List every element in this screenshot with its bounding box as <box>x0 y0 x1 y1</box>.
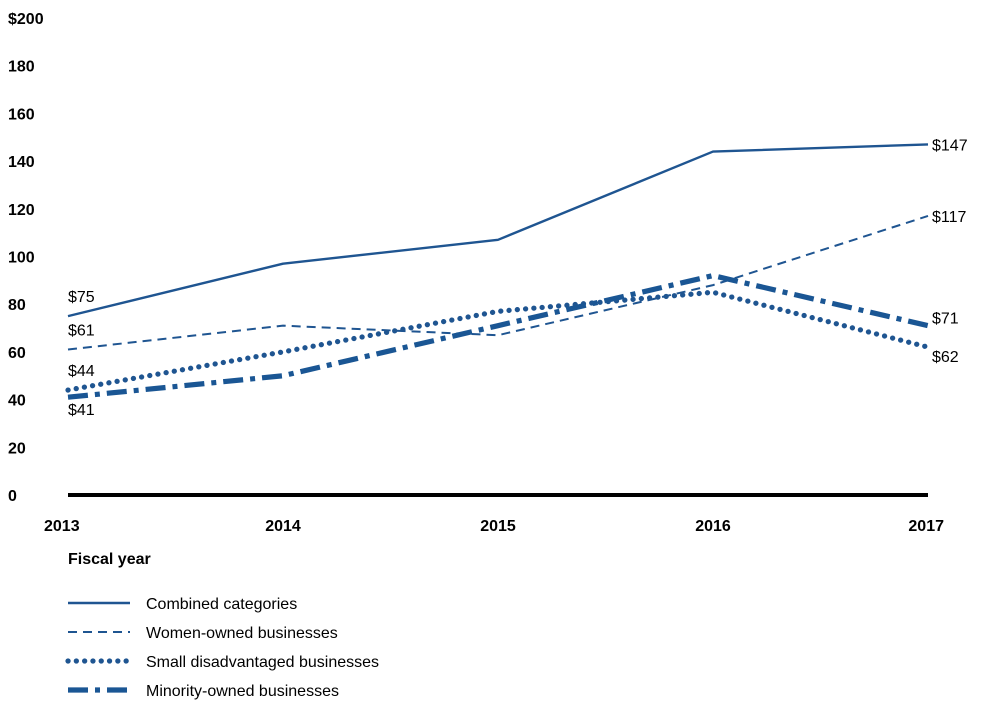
start-value-label: $44 <box>68 363 95 380</box>
x-tick-label: 2017 <box>908 518 944 535</box>
end-value-label: $147 <box>932 137 968 154</box>
legend-label: Women-owned businesses <box>146 625 338 642</box>
x-tick-label: 2016 <box>695 518 731 535</box>
y-tick-label: 180 <box>8 59 35 76</box>
end-value-label: $117 <box>932 209 967 226</box>
legend-label: Small disadvantaged businesses <box>146 654 379 671</box>
y-tick-label: 60 <box>8 345 26 362</box>
y-tick-label: 160 <box>8 106 35 123</box>
series-line-small-disadvantaged-businesses <box>65 289 931 393</box>
x-tick-label: 2015 <box>480 518 516 535</box>
series-line-minority-owned-businesses <box>67 272 929 400</box>
y-tick-label: $200 <box>8 11 44 28</box>
x-axis-label: Fiscal year <box>68 551 151 568</box>
series-line-combined-categories <box>67 143 929 318</box>
legend-label: Minority-owned businesses <box>146 683 339 700</box>
y-tick-label: 100 <box>8 250 35 267</box>
x-tick-label: 2014 <box>265 518 301 535</box>
y-tick-label: 140 <box>8 154 35 171</box>
legend: Combined categories Women-owned businesse… <box>65 596 379 700</box>
axes-layer: 0 20 40 60 80 100 120 140 160 180 $200 2013 2014 2015… <box>8 11 944 568</box>
y-tick-label: 40 <box>8 393 26 410</box>
y-tick-label: 80 <box>8 297 26 314</box>
x-tick-label: 2013 <box>44 518 80 535</box>
y-tick-label: 20 <box>8 440 26 457</box>
labels-layer: $75 $147 $61 $117 $44 $62 $41 $71 <box>68 137 968 419</box>
start-value-label: $61 <box>68 323 95 340</box>
series-layer <box>65 143 931 400</box>
y-tick-label: 0 <box>8 488 17 505</box>
series-line-women-owned-businesses <box>67 215 929 351</box>
start-value-label: $41 <box>68 402 95 419</box>
y-tick-label: 120 <box>8 202 35 219</box>
end-value-label: $71 <box>932 311 959 328</box>
end-value-label: $62 <box>932 349 959 366</box>
start-value-label: $75 <box>68 289 95 306</box>
legend-label: Combined categories <box>146 596 297 613</box>
